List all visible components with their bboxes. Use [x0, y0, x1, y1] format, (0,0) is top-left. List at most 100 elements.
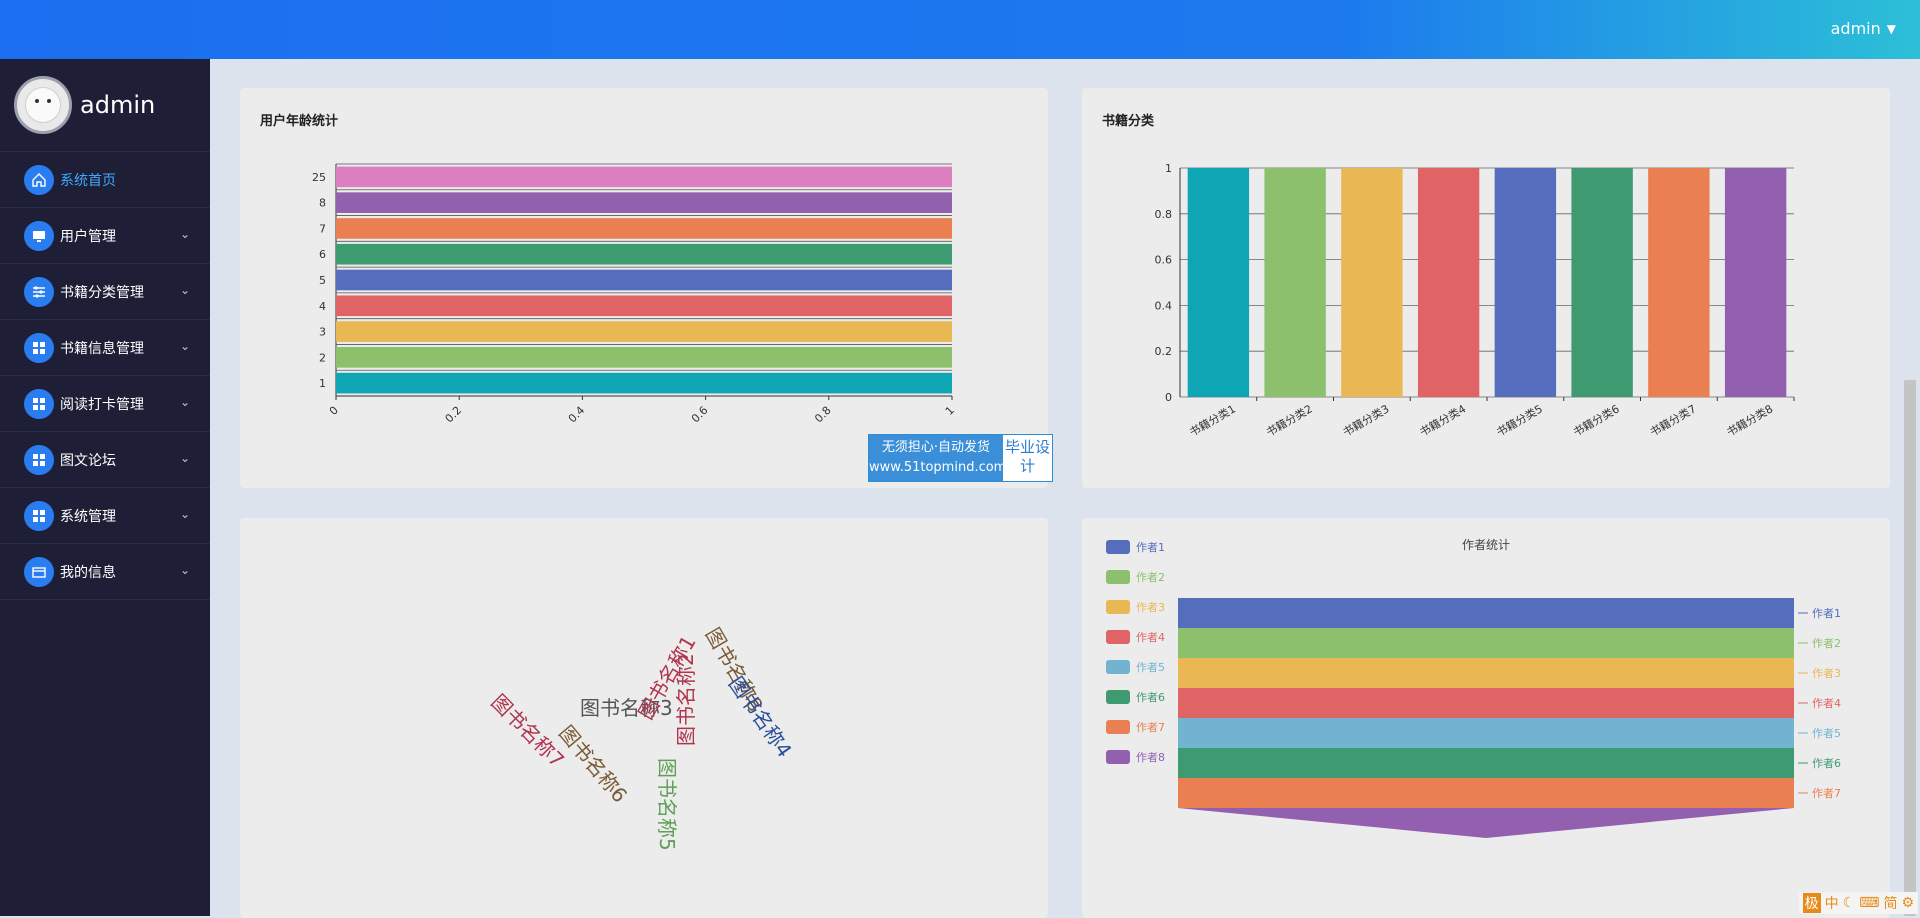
ime-toolbar[interactable]: 极 中 ☾ ⌨ 简 ⚙ [1798, 892, 1918, 914]
sidebar-item-0[interactable]: 系统首页 [0, 152, 210, 208]
watermark-line1: 无须担心·自动发货 [881, 440, 991, 455]
legend-label: 作者2 [1136, 571, 1165, 584]
legend-label: 作者7 [1136, 721, 1165, 734]
bar-5[interactable] [336, 269, 952, 291]
funnel-label: 作者4 [1812, 697, 1841, 710]
bar-7[interactable] [336, 218, 952, 239]
avatar [14, 76, 72, 134]
sidebar-item-label: 系统首页 [60, 172, 116, 189]
y-tick-label: 3 [319, 326, 326, 339]
funnel-segment-作者5[interactable] [1178, 718, 1794, 748]
watermark-badge[interactable]: 无须担心·自动发货 www.51topmind.com 毕业设计 [868, 434, 1053, 482]
chevron-down-icon: ⌄ [179, 451, 190, 465]
legend-swatch-作者5[interactable] [1106, 660, 1130, 674]
user-name: admin [1830, 19, 1881, 38]
x-tick-label: 书籍分类5 [1494, 401, 1545, 439]
funnel-segment-作者2[interactable] [1178, 628, 1794, 658]
y-tick-label: 0 [1165, 391, 1172, 404]
x-tick-label: 书籍分类6 [1570, 401, 1621, 439]
bar-书籍分类1[interactable] [1187, 168, 1250, 397]
y-tick-label: 0.4 [1155, 299, 1173, 312]
bar-书籍分类3[interactable] [1341, 168, 1403, 397]
sidebar-item-2[interactable]: 书籍分类管理 ⌄ [0, 264, 210, 320]
ime-lang[interactable]: 中 [1824, 896, 1839, 912]
sidebar-item-label: 用户管理 [60, 228, 116, 245]
bar-2[interactable] [336, 347, 952, 368]
bar-3[interactable] [336, 321, 952, 342]
funnel-segment-作者1[interactable] [1178, 598, 1794, 628]
y-tick-label: 1 [319, 377, 326, 390]
funnel-label: 作者3 [1812, 667, 1841, 680]
bar-书籍分类8[interactable] [1724, 168, 1787, 397]
legend-swatch-作者1[interactable] [1106, 540, 1130, 554]
top-bar: admin ▼ [0, 0, 1920, 59]
sidebar-item-label: 书籍信息管理 [60, 340, 144, 357]
monitor-icon [24, 220, 54, 251]
y-tick-label: 1 [1165, 162, 1172, 175]
home-icon [24, 164, 54, 195]
caret-down-icon: ▼ [1886, 21, 1896, 36]
moon-icon[interactable]: ☾ [1842, 895, 1856, 911]
bar-书籍分类7[interactable] [1648, 168, 1710, 397]
x-tick-label: 书籍分类3 [1340, 401, 1391, 439]
y-tick-label: 0.2 [1155, 345, 1173, 358]
sidebar-item-3[interactable]: 书籍信息管理 ⌄ [0, 320, 210, 376]
sidebar-item-5[interactable]: 图文论坛 ⌄ [0, 432, 210, 488]
funnel-segment-作者3[interactable] [1178, 658, 1794, 688]
word-2: 图书名称6 [554, 721, 632, 807]
category-chart-panel: 书籍分类 0 0.2 0.4 0.6 0.8 1 书籍分类1 书籍分类2 书籍分类3 书籍分类4 书… [1082, 88, 1890, 488]
gear-icon[interactable]: ⚙ [1901, 895, 1914, 911]
word-4: 图书名称5 [655, 758, 679, 851]
funnel-label: 作者2 [1812, 637, 1841, 650]
bear-avatar-icon [25, 87, 61, 123]
bar-书籍分类2[interactable] [1264, 168, 1326, 397]
bar-书籍分类4[interactable] [1417, 168, 1480, 397]
x-tick-label: 书籍分类1 [1187, 401, 1238, 439]
word-0: 图书名称3 [580, 696, 673, 720]
word-7: 图书名称4 [724, 672, 797, 762]
funnel-segment-作者6[interactable] [1178, 748, 1794, 778]
ime-logo[interactable]: 极 [1802, 893, 1821, 913]
legend-swatch-作者7[interactable] [1106, 720, 1130, 734]
legend-swatch-作者2[interactable] [1106, 570, 1130, 584]
funnel-segment-作者4[interactable] [1178, 688, 1794, 718]
word-5: 图书名称2 [674, 653, 698, 746]
sliders-icon [24, 276, 54, 307]
page-scrollbar[interactable] [1904, 380, 1916, 916]
legend-swatch-作者4[interactable] [1106, 630, 1130, 644]
word-1: 图书名称7 [486, 690, 569, 773]
x-tick-label: 0.8 [812, 404, 834, 426]
sidebar-item-6[interactable]: 系统管理 ⌄ [0, 488, 210, 544]
legend-swatch-作者8[interactable] [1106, 750, 1130, 764]
sidebar: admin 系统首页 用户管理 ⌄ 书籍分类管理 ⌄ 书籍信息管理 ⌄ 阅读打卡管理 ⌄ 图文论坛… [0, 59, 210, 916]
bar-书籍分类5[interactable] [1494, 168, 1557, 397]
legend-swatch-作者6[interactable] [1106, 690, 1130, 704]
bar-1[interactable] [336, 372, 952, 394]
funnel-segment-作者7[interactable] [1178, 778, 1794, 808]
chevron-down-icon: ⌄ [179, 283, 190, 297]
y-tick-label: 8 [319, 197, 326, 210]
keyboard-icon[interactable]: ⌨ [1859, 895, 1880, 911]
bar-4[interactable] [336, 295, 952, 317]
funnel-label: 作者8 [1556, 817, 1585, 830]
sidebar-item-7[interactable]: 我的信息 ⌄ [0, 544, 210, 600]
funnel-label: 作者5 [1812, 727, 1841, 740]
funnel-segment-作者8[interactable] [1178, 808, 1794, 838]
ime-simplified[interactable]: 简 [1883, 896, 1898, 912]
user-menu[interactable]: admin ▼ [1831, 19, 1896, 38]
y-tick-label: 6 [319, 248, 326, 261]
bar-8[interactable] [336, 192, 952, 213]
x-tick-label: 0.6 [689, 404, 711, 426]
sidebar-item-4[interactable]: 阅读打卡管理 ⌄ [0, 376, 210, 432]
watermark-side: 毕业设计 [1004, 438, 1050, 475]
bar-6[interactable] [336, 243, 952, 265]
category-chart-title: 书籍分类 [1102, 114, 1155, 129]
sidebar-item-1[interactable]: 用户管理 ⌄ [0, 208, 210, 264]
legend-label: 作者6 [1136, 691, 1165, 704]
legend-swatch-作者3[interactable] [1106, 600, 1130, 614]
legend-label: 作者8 [1136, 751, 1165, 764]
y-tick-label: 7 [319, 222, 326, 235]
bar-25[interactable] [336, 166, 952, 188]
bar-书籍分类6[interactable] [1571, 168, 1633, 397]
x-tick-label: 书籍分类7 [1647, 401, 1698, 439]
